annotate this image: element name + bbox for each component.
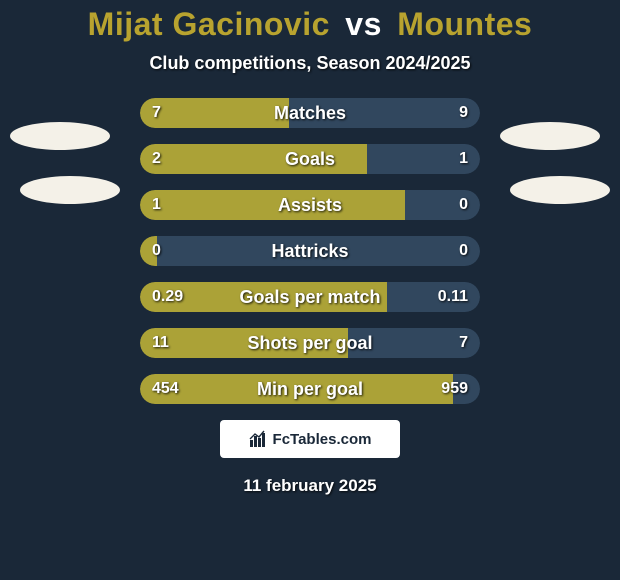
stat-row: Assists10 <box>140 190 480 220</box>
stat-row: Shots per goal117 <box>140 328 480 358</box>
stat-row: Matches79 <box>140 98 480 128</box>
subtitle: Club competitions, Season 2024/2025 <box>0 53 620 74</box>
player1-avatar-placeholder <box>10 120 110 194</box>
brand-badge: FcTables.com <box>220 420 400 458</box>
stat-row: Min per goal454959 <box>140 374 480 404</box>
player1-avatar-placeholder-2 <box>20 174 120 248</box>
chart-bars-icon <box>249 430 267 448</box>
stat-bar-right <box>405 190 480 220</box>
stat-bar-right <box>348 328 480 358</box>
stat-row: Hattricks00 <box>140 236 480 266</box>
stat-row: Goals per match0.290.11 <box>140 282 480 312</box>
date-text: 11 february 2025 <box>0 476 620 496</box>
stat-bar-left <box>140 236 157 266</box>
stat-bar-left <box>140 282 387 312</box>
title-row: Mijat Gacinovic vs Mountes <box>0 6 620 43</box>
stat-bar-left <box>140 144 367 174</box>
title-player1: Mijat Gacinovic <box>88 6 330 42</box>
stat-bar-left <box>140 190 405 220</box>
stat-bar-left <box>140 374 453 404</box>
stat-bar-right <box>387 282 481 312</box>
comparison-card: Mijat Gacinovic vs Mountes Club competit… <box>0 0 620 580</box>
title-vs: vs <box>345 6 382 42</box>
brand-text: FcTables.com <box>273 431 372 448</box>
title-player2: Mountes <box>397 6 532 42</box>
player2-avatar-placeholder <box>500 120 600 194</box>
stat-bar-right <box>453 374 480 404</box>
stat-bar-right <box>157 236 480 266</box>
stat-bar-right <box>289 98 480 128</box>
player2-avatar-placeholder-2 <box>510 174 610 248</box>
stat-bar-left <box>140 98 289 128</box>
stat-bar-left <box>140 328 348 358</box>
stat-row: Goals21 <box>140 144 480 174</box>
stat-bar-right <box>367 144 480 174</box>
stat-bars: Matches79 Goals21 Assists10 Hattricks00 Goal… <box>140 98 480 404</box>
